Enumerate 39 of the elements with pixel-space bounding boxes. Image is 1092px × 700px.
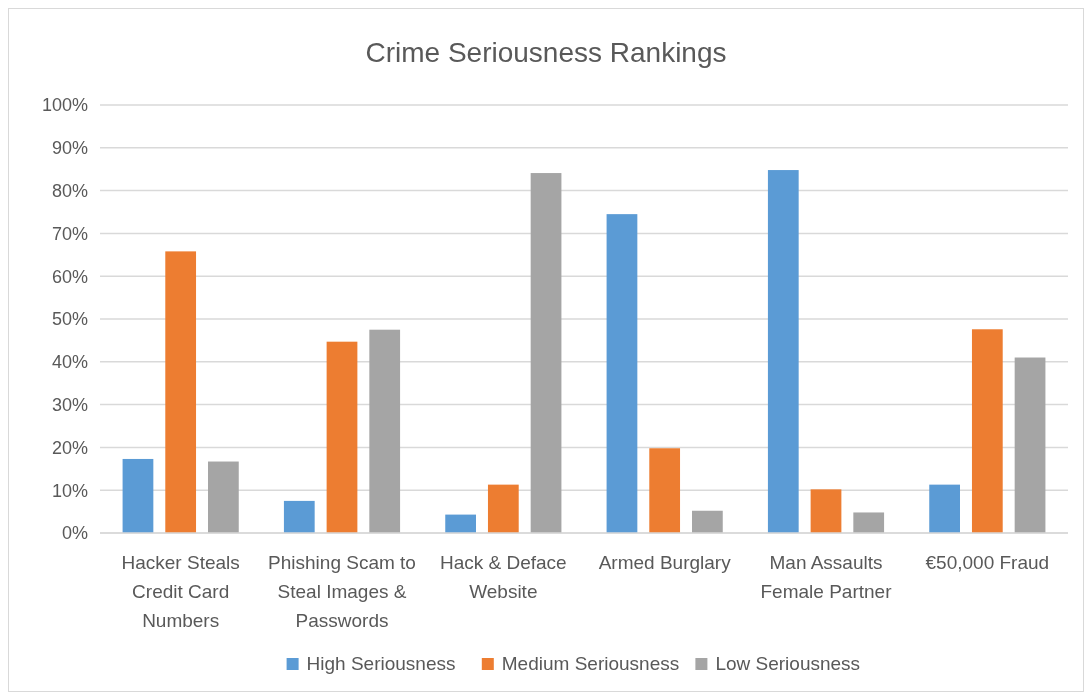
y-tick-label: 90% — [51, 138, 88, 159]
bar — [692, 510, 723, 533]
bar — [1014, 357, 1046, 533]
legend-label: Medium Seriousness — [501, 653, 680, 674]
y-tick-label: 40% — [51, 352, 88, 373]
bar — [283, 500, 315, 533]
bar — [530, 173, 562, 533]
y-tick-label: 10% — [51, 480, 88, 501]
bar — [165, 251, 197, 533]
y-tick-label: 0% — [61, 523, 88, 544]
bar — [445, 514, 476, 533]
y-tick-label: 50% — [51, 309, 88, 330]
y-tick-label: 80% — [51, 180, 88, 201]
y-tick-label: 70% — [51, 223, 88, 244]
y-tick-label: 20% — [51, 437, 88, 458]
bar — [853, 512, 885, 533]
x-tick-label: Hack & Deface Website — [439, 552, 567, 602]
legend-label: High Seriousness — [306, 653, 456, 674]
x-tick-label: Man Assaults Female Partner — [760, 552, 893, 602]
x-tick-label: Hacker Steals Credit Card Numbers — [121, 552, 240, 631]
bar — [649, 448, 681, 533]
bar — [369, 329, 401, 533]
x-tick-label: Armed Burglary — [598, 552, 732, 573]
legend-label: Low Seriousness — [715, 653, 861, 674]
bar — [487, 484, 519, 533]
bar — [606, 214, 638, 533]
bar — [767, 170, 799, 533]
bar — [971, 329, 1003, 533]
bar — [929, 484, 960, 533]
bar — [208, 461, 239, 533]
bar — [810, 489, 842, 533]
y-tick-label: 30% — [51, 394, 88, 415]
chart-title: Crime Seriousness Rankings — [365, 37, 727, 68]
bar — [326, 341, 358, 533]
x-tick-label: Phishing Scam to Steal Images & Passwords — [268, 552, 416, 631]
bar — [122, 458, 154, 533]
x-tick-label: €50,000 Fraud — [925, 552, 1050, 573]
y-tick-label: 60% — [51, 266, 88, 287]
y-tick-label: 100% — [41, 95, 88, 116]
